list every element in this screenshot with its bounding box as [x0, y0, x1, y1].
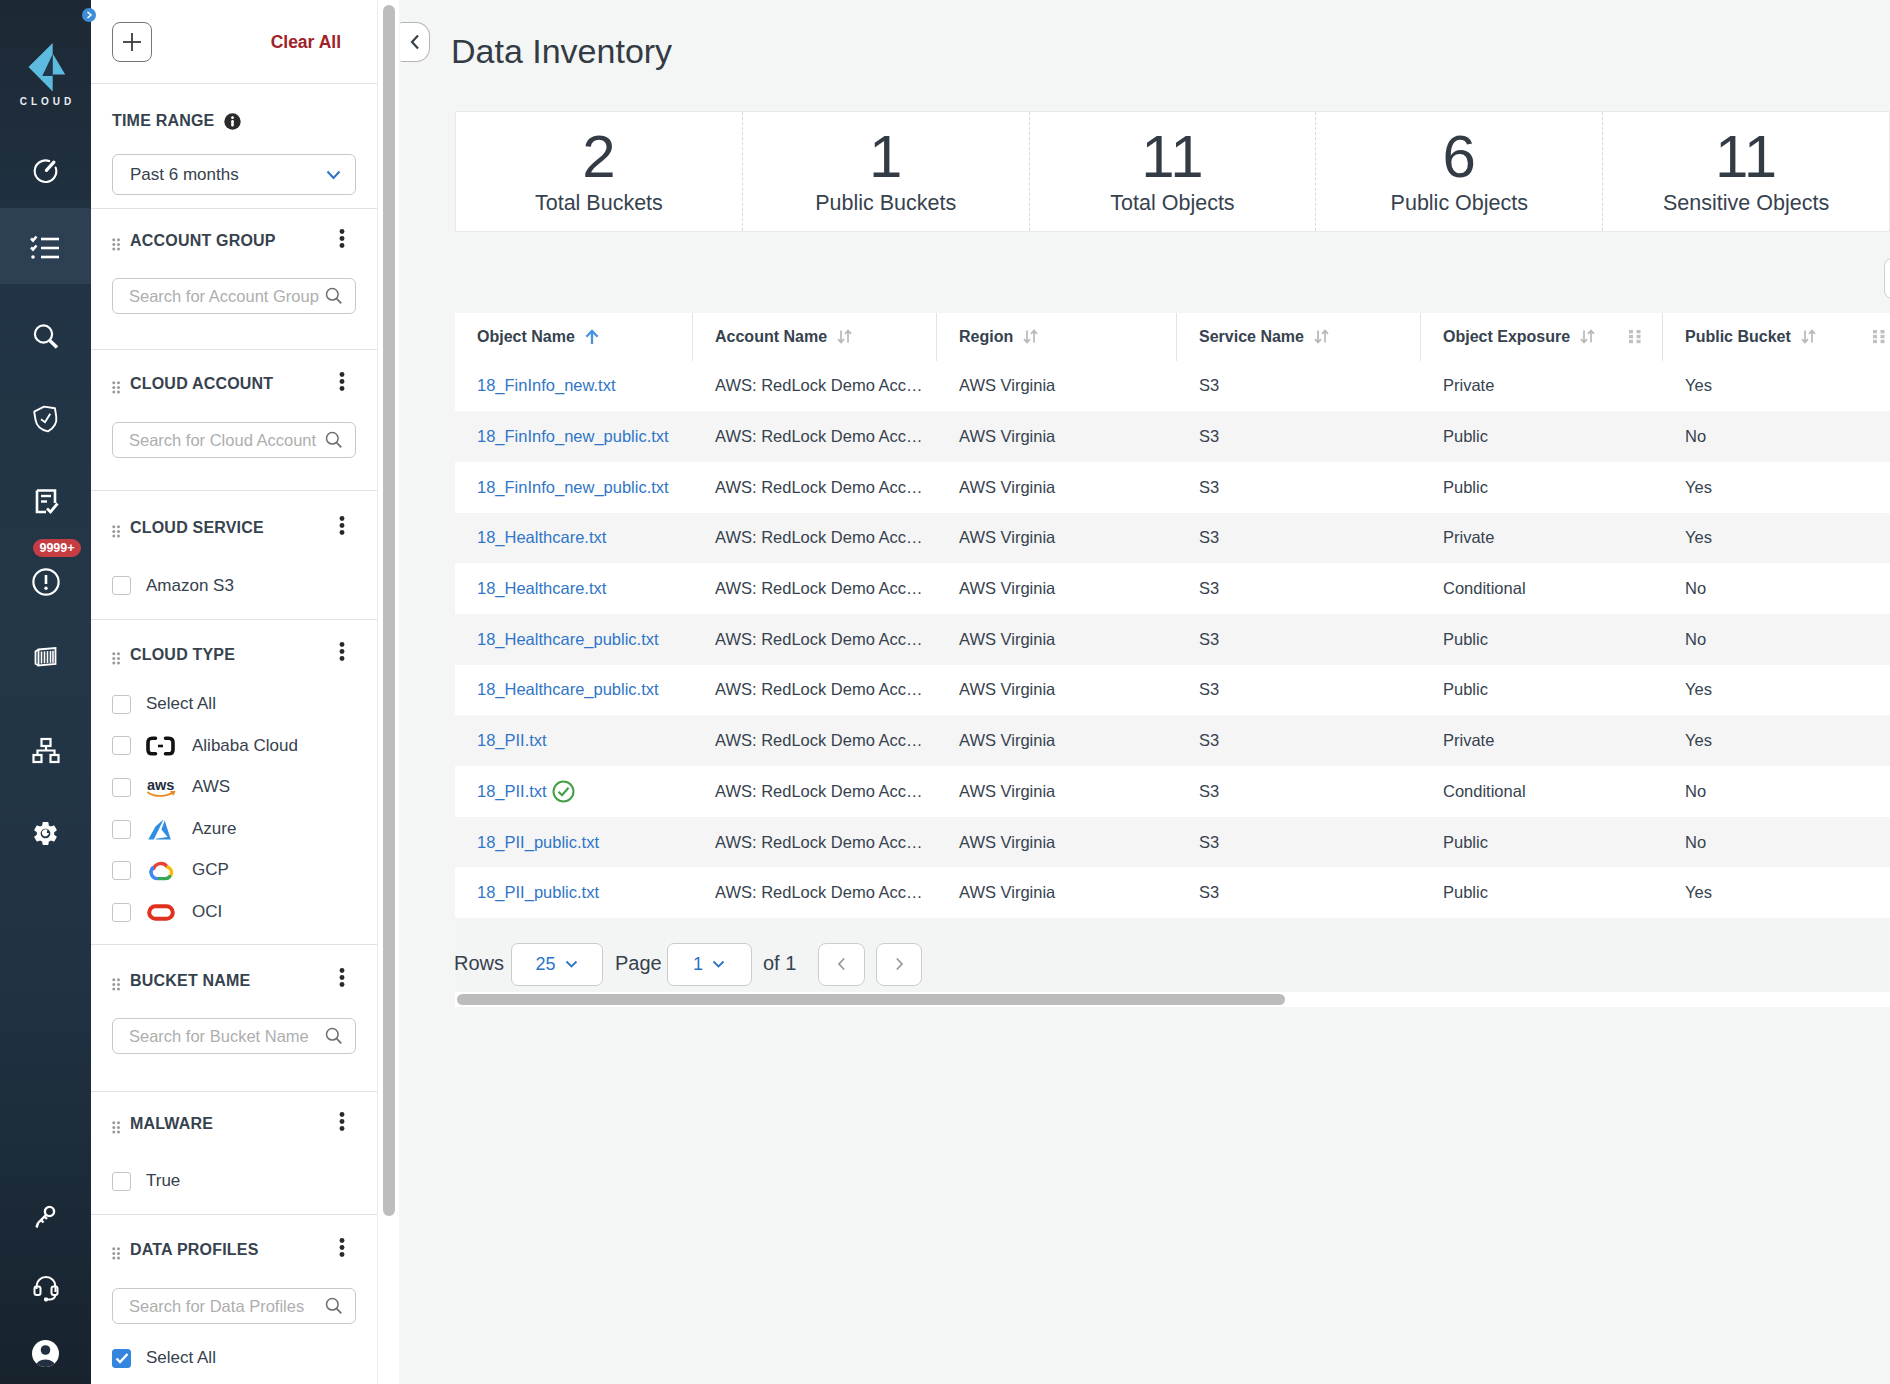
svg-text:aws: aws	[147, 777, 174, 793]
